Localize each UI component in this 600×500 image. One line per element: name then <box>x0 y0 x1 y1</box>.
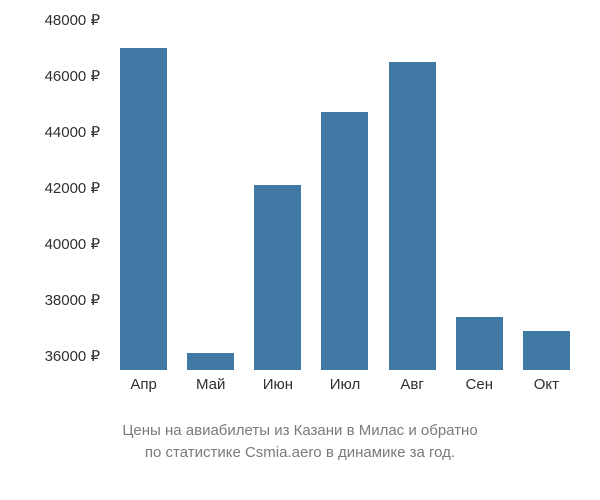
bar <box>254 185 301 370</box>
x-axis: АпрМайИюнИюлАвгСенОкт <box>110 376 580 393</box>
chart-caption: Цены на авиабилеты из Казани в Милас и о… <box>0 420 600 464</box>
x-tick-label: Май <box>177 376 244 393</box>
bar-group <box>446 20 513 370</box>
bar-group <box>177 20 244 370</box>
bar-group <box>244 20 311 370</box>
x-tick-label: Апр <box>110 376 177 393</box>
price-chart: 36000 ₽ 38000 ₽ 40000 ₽ 42000 ₽ 44000 ₽ 46000… <box>10 20 590 400</box>
bar-group <box>110 20 177 370</box>
y-tick-label: 36000 ₽ <box>10 347 100 365</box>
y-tick-label: 48000 ₽ <box>10 11 100 29</box>
x-tick-label: Сен <box>446 376 513 393</box>
caption-line-1: Цены на авиабилеты из Казани в Милас и о… <box>122 422 477 439</box>
bar-group <box>311 20 378 370</box>
bar-group <box>379 20 446 370</box>
y-tick-label: 38000 ₽ <box>10 291 100 309</box>
bar <box>456 317 503 370</box>
bar <box>321 112 368 370</box>
caption-line-2: по статистике Csmia.aero в динамике за г… <box>145 444 455 461</box>
y-tick-label: 42000 ₽ <box>10 179 100 197</box>
x-tick-label: Авг <box>379 376 446 393</box>
y-tick-label: 44000 ₽ <box>10 123 100 141</box>
bar <box>120 48 167 370</box>
plot-area <box>110 20 580 370</box>
x-tick-label: Июн <box>244 376 311 393</box>
bar <box>523 331 570 370</box>
bar-group <box>513 20 580 370</box>
bar <box>187 353 234 370</box>
y-tick-label: 46000 ₽ <box>10 67 100 85</box>
y-axis: 36000 ₽ 38000 ₽ 40000 ₽ 42000 ₽ 44000 ₽ 46000… <box>10 20 100 370</box>
y-tick-label: 40000 ₽ <box>10 235 100 253</box>
x-tick-label: Июл <box>311 376 378 393</box>
bar <box>389 62 436 370</box>
x-tick-label: Окт <box>513 376 580 393</box>
